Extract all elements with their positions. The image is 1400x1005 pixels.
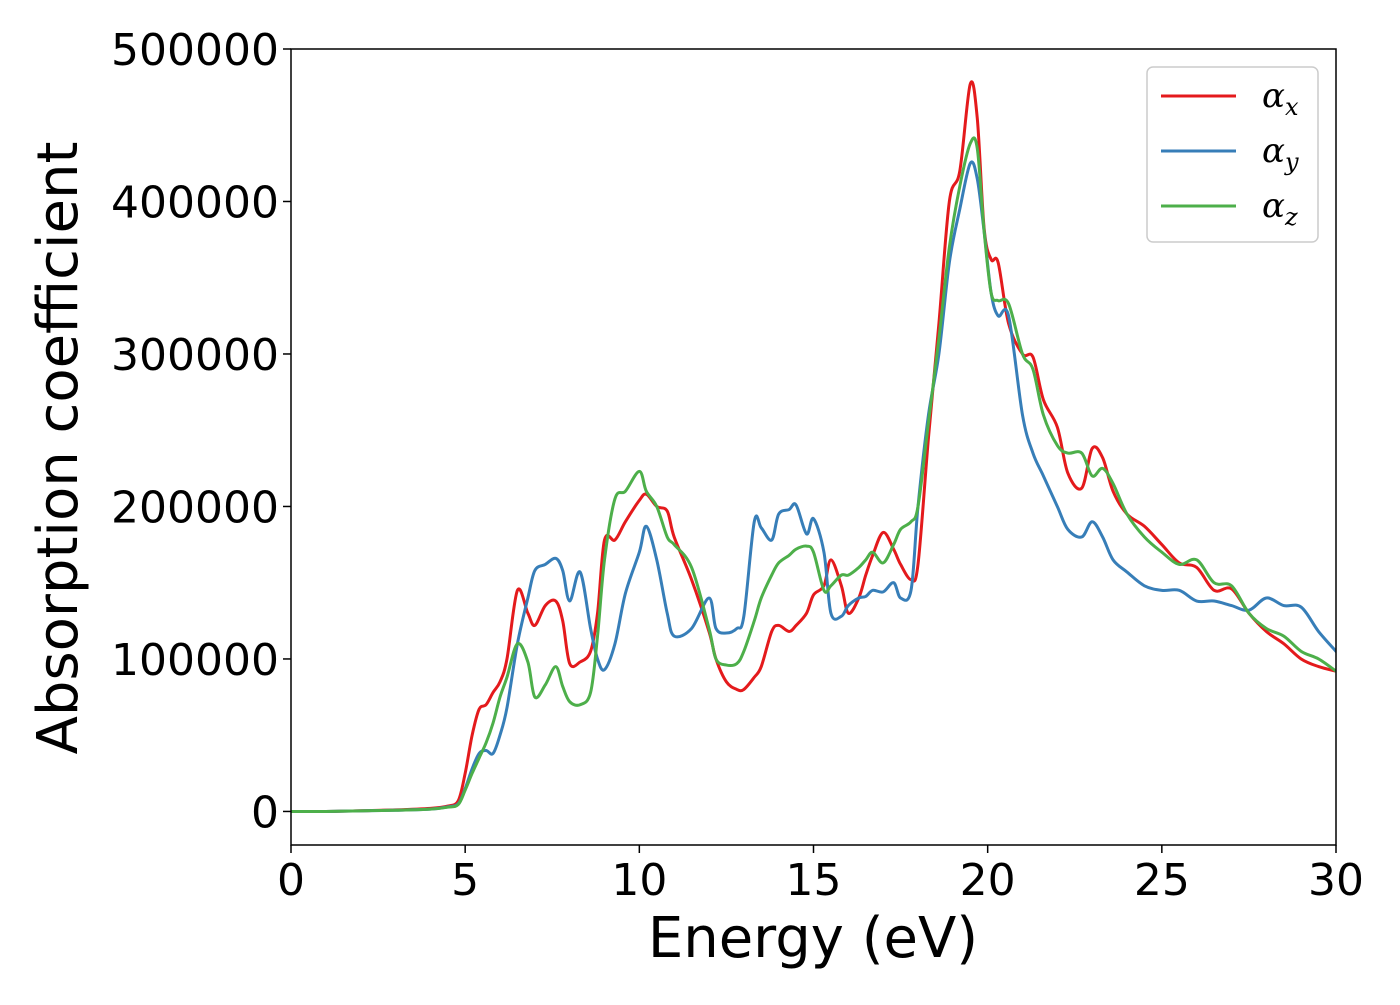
series-line-x xyxy=(291,80,1336,814)
y-axis: 0 100000 200000 300000 400000 500000 xyxy=(111,25,291,838)
legend-label-z: αz xyxy=(1262,186,1298,231)
x-axis-title: Energy (eV) xyxy=(648,906,978,971)
legend-label-y: αy xyxy=(1262,131,1299,176)
series-line-z xyxy=(291,136,1336,813)
y-tick-label: 200000 xyxy=(111,482,279,533)
legend: αx αy αz xyxy=(1146,66,1319,243)
series-lines xyxy=(291,80,1336,814)
y-tick-label: 300000 xyxy=(111,330,279,381)
x-tick-label: 5 xyxy=(451,855,479,906)
x-tick-label: 15 xyxy=(786,855,842,906)
series-line-y xyxy=(291,160,1336,813)
x-tick-label: 0 xyxy=(277,855,305,906)
y-tick-label: 400000 xyxy=(111,177,279,228)
legend-label-x: αx xyxy=(1262,76,1299,121)
x-axis: 0 5 10 15 20 25 30 xyxy=(277,845,1364,906)
x-tick-label: 20 xyxy=(960,855,1016,906)
x-tick-label: 10 xyxy=(611,855,667,906)
y-tick-label: 0 xyxy=(251,787,279,838)
y-axis-title: Absorption coefficient xyxy=(26,142,91,755)
legend-box xyxy=(1146,66,1319,243)
legend-items: αx αy αz xyxy=(1161,76,1299,231)
y-tick-label: 500000 xyxy=(111,25,279,76)
x-tick-label: 25 xyxy=(1134,855,1190,906)
x-tick-label: 30 xyxy=(1308,855,1364,906)
y-tick-label: 100000 xyxy=(111,635,279,686)
